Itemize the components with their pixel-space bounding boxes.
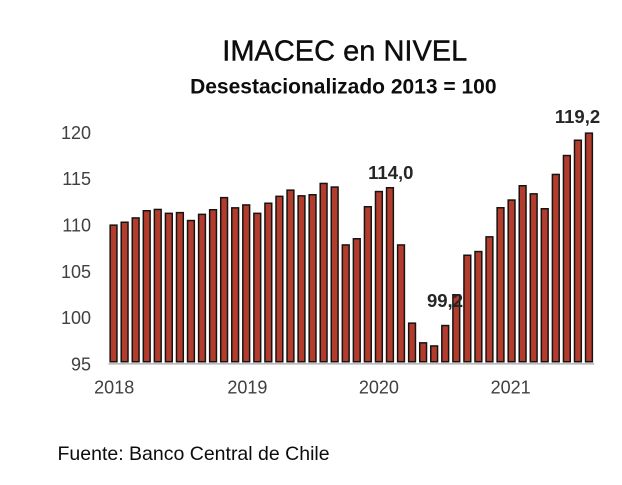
svg-text:115: 115 (62, 169, 91, 189)
svg-text:2020: 2020 (359, 377, 399, 397)
svg-text:120: 120 (61, 123, 91, 143)
svg-text:Desestacionalizado 2013 = 100: Desestacionalizado 2013 = 100 (190, 76, 496, 99)
svg-text:2019: 2019 (227, 377, 267, 397)
svg-text:2021: 2021 (491, 377, 531, 397)
svg-text:2018: 2018 (94, 377, 134, 397)
svg-text:95: 95 (71, 354, 91, 374)
svg-text:119,2: 119,2 (555, 106, 600, 127)
svg-text:114,0: 114,0 (368, 162, 413, 183)
svg-text:105: 105 (61, 262, 91, 282)
svg-text:99,2: 99,2 (427, 290, 463, 311)
svg-text:IMACEC en NIVEL: IMACEC en NIVEL (222, 36, 467, 68)
svg-text:100: 100 (61, 308, 91, 328)
svg-text:Fuente: Banco Central de Chile: Fuente: Banco Central de Chile (58, 443, 330, 465)
svg-text:110: 110 (62, 216, 91, 236)
